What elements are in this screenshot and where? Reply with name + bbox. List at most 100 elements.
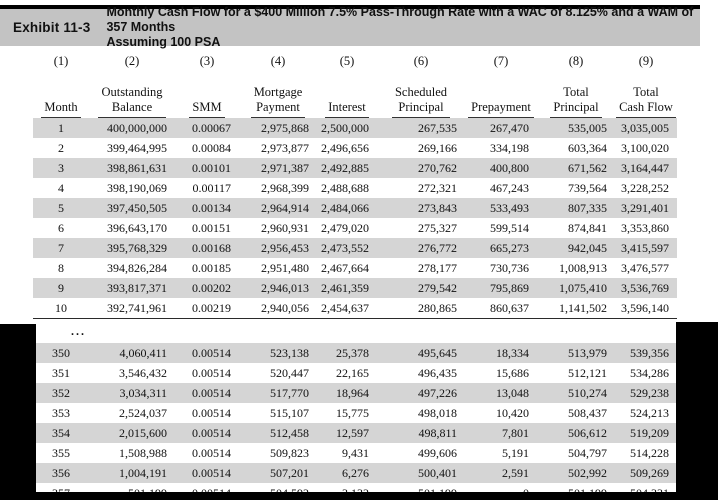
value-cell: 15,775 [336, 405, 369, 420]
value-cell: 508,437 [568, 405, 607, 420]
value-cell: 0.00084 [192, 140, 231, 155]
column-header: Mortgage Payment [239, 72, 317, 118]
value-cell: 279,542 [377, 278, 465, 298]
value-cell: 13,048 [465, 383, 537, 403]
value-cell: 495,645 [377, 343, 465, 363]
column-number: (5) [339, 53, 355, 68]
scan-black-margin-right [676, 322, 718, 500]
month-cell: 355 [52, 445, 70, 460]
value-cell: 0.00067 [175, 118, 239, 138]
column-header: Total Cash Flow [615, 72, 677, 118]
value-cell: 6,276 [317, 463, 377, 483]
value-cell: 603,364 [568, 140, 607, 155]
value-cell: 3,596,140 [621, 300, 669, 315]
value-cell: 2,960,931 [261, 220, 309, 235]
column-header: Month [33, 72, 89, 118]
value-cell: 276,772 [377, 238, 465, 258]
value-cell: 739,564 [568, 180, 607, 195]
value-cell: 529,238 [615, 383, 677, 403]
value-cell: 0.00514 [175, 343, 239, 363]
table-row: 7 395,768,329 0.00168 2,956,453 2,473,552 276… [33, 238, 677, 258]
column-header: SMM [175, 72, 239, 118]
month-cell: 351 [52, 365, 70, 380]
value-cell: 25,378 [317, 343, 377, 363]
value-cell: 2,473,552 [317, 238, 377, 258]
value-cell: 507,201 [239, 463, 317, 483]
value-cell: 2,500,000 [317, 118, 377, 138]
value-cell: 533,493 [465, 198, 537, 218]
table-row: 10 392,741,961 0.00219 2,940,056 2,454,637 28… [33, 298, 677, 319]
table-row: 6 396,643,170 0.00151 2,960,931 2,479,020 275… [33, 218, 677, 238]
column-headers-row: Month Outstanding Balance SMM Mortgage Paymen… [33, 72, 677, 118]
value-cell: 10,420 [496, 405, 529, 420]
value-cell: 3,415,597 [615, 238, 677, 258]
value-cell: 15,686 [496, 365, 529, 380]
table-header: (1) (2) (3) (4) (5) (6) (7) (8) (9) Month Outstan… [33, 50, 677, 118]
value-cell: 18,334 [465, 343, 537, 363]
value-cell: 399,464,995 [107, 140, 167, 155]
value-cell: 497,226 [377, 383, 465, 403]
value-cell: 18,964 [317, 383, 377, 403]
value-cell: 498,811 [377, 423, 465, 443]
month-cell: 10 [55, 300, 67, 315]
exhibit-label: Exhibit 11-3 [13, 20, 91, 35]
table-row: 9 393,817,371 0.00202 2,946,013 2,461,359 279… [33, 278, 677, 298]
value-cell: 0.00514 [175, 423, 239, 443]
value-cell: 2,940,056 [261, 300, 309, 315]
table-row: 355 1,508,988 0.00514 509,823 9,431 499,606 5,… [33, 443, 677, 463]
value-cell: 515,107 [270, 405, 309, 420]
table-row: 5 397,450,505 0.00134 2,964,914 2,484,066 273… [33, 198, 677, 218]
column-header: Interest [317, 72, 377, 118]
value-cell: 0.00134 [175, 198, 239, 218]
value-cell: 2,591 [465, 463, 537, 483]
column-number: (1) [53, 53, 69, 68]
value-cell: 506,612 [537, 423, 615, 443]
value-cell: 4,060,411 [89, 343, 175, 363]
value-cell: 3,291,401 [615, 198, 677, 218]
column-header: Prepayment [465, 72, 537, 118]
value-cell: 2,461,359 [317, 278, 377, 298]
value-cell: 2,968,399 [261, 180, 309, 195]
value-cell: 517,770 [239, 383, 317, 403]
value-cell: 3,035,005 [615, 118, 677, 138]
value-cell: 278,177 [418, 260, 457, 275]
value-cell: 395,768,329 [89, 238, 175, 258]
month-cell: 9 [33, 278, 89, 298]
value-cell: 2,454,637 [321, 300, 369, 315]
value-cell: 270,762 [377, 158, 465, 178]
value-cell: 392,741,961 [107, 300, 167, 315]
value-cell: 3,353,860 [621, 220, 669, 235]
value-cell: 860,637 [490, 300, 529, 315]
column-number: (2) [124, 53, 140, 68]
value-cell: 807,335 [537, 198, 615, 218]
table-row: 352 3,034,311 0.00514 517,770 18,964 497,226 1… [33, 383, 677, 403]
value-cell: 504,797 [568, 445, 607, 460]
exhibit-title-band: Exhibit 11-3 Monthly Cash Flow for a $40… [0, 5, 700, 49]
value-cell: 2,492,885 [317, 158, 377, 178]
ellipsis-filler-cell [175, 318, 677, 343]
value-cell: 2,951,480 [261, 260, 309, 275]
month-cell: 354 [33, 423, 89, 443]
value-cell: 500,401 [377, 463, 465, 483]
exhibit-title-line1: Monthly Cash Flow for a $400 Million 7.5… [106, 5, 694, 34]
value-cell: 400,800 [465, 158, 537, 178]
table-row: 3 398,861,631 0.00101 2,971,387 2,492,885 270… [33, 158, 677, 178]
exhibit-title: Monthly Cash Flow for a $400 Million 7.5… [106, 5, 700, 50]
value-cell: 3,546,432 [119, 365, 167, 380]
month-cell: 6 [58, 220, 64, 235]
value-cell: 394,826,284 [107, 260, 167, 275]
value-cell: 671,562 [537, 158, 615, 178]
column-header: Outstanding Balance [89, 72, 175, 118]
table-row: 354 2,015,600 0.00514 512,458 12,597 498,811 7… [33, 423, 677, 443]
value-cell: 795,869 [465, 278, 537, 298]
ellipsis-cell: ... [33, 318, 175, 343]
value-cell: 599,514 [490, 220, 529, 235]
value-cell: 2,975,868 [239, 118, 317, 138]
value-cell: 514,228 [630, 445, 669, 460]
value-cell: 5,191 [502, 445, 529, 460]
value-cell: 524,213 [630, 405, 669, 420]
value-cell: 520,447 [270, 365, 309, 380]
column-numbers-row: (1) (2) (3) (4) (5) (6) (7) (8) (9) [33, 50, 677, 72]
value-cell: 874,841 [568, 220, 607, 235]
value-cell: 2,971,387 [239, 158, 317, 178]
